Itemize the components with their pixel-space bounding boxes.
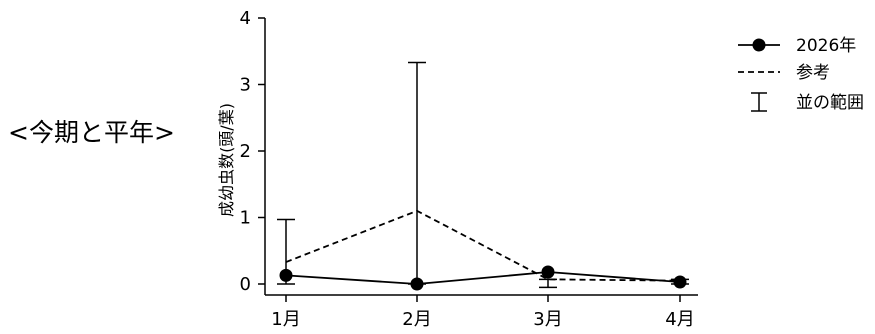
x-tick-label: 1月 [271, 309, 300, 330]
x-tick-label: 2月 [402, 309, 431, 330]
y-tick-label: 0 [240, 274, 251, 295]
legend-label-2026: 2026年 [796, 36, 856, 56]
legend-label-reference: 参考 [796, 63, 830, 83]
y-tick-label: 3 [240, 75, 251, 96]
series-point [410, 277, 424, 291]
series-line-1 [285, 271, 681, 285]
legend-label-range: 並の範囲 [796, 93, 864, 113]
series-point [279, 268, 293, 282]
series-point [541, 265, 555, 279]
legend-marker-2026 [752, 38, 766, 52]
y-axis-label: 成幼虫数(頭/葉) [217, 103, 236, 217]
series-line-2 [285, 209, 681, 282]
y-tick-label: 2 [240, 141, 251, 162]
series-point [673, 275, 687, 289]
y-tick-label: 4 [240, 8, 251, 29]
y-tick-label: 1 [240, 208, 251, 229]
x-tick-label: 3月 [533, 309, 562, 330]
page-title: <今期と平年> [8, 118, 175, 147]
x-tick-label: 4月 [665, 309, 694, 330]
